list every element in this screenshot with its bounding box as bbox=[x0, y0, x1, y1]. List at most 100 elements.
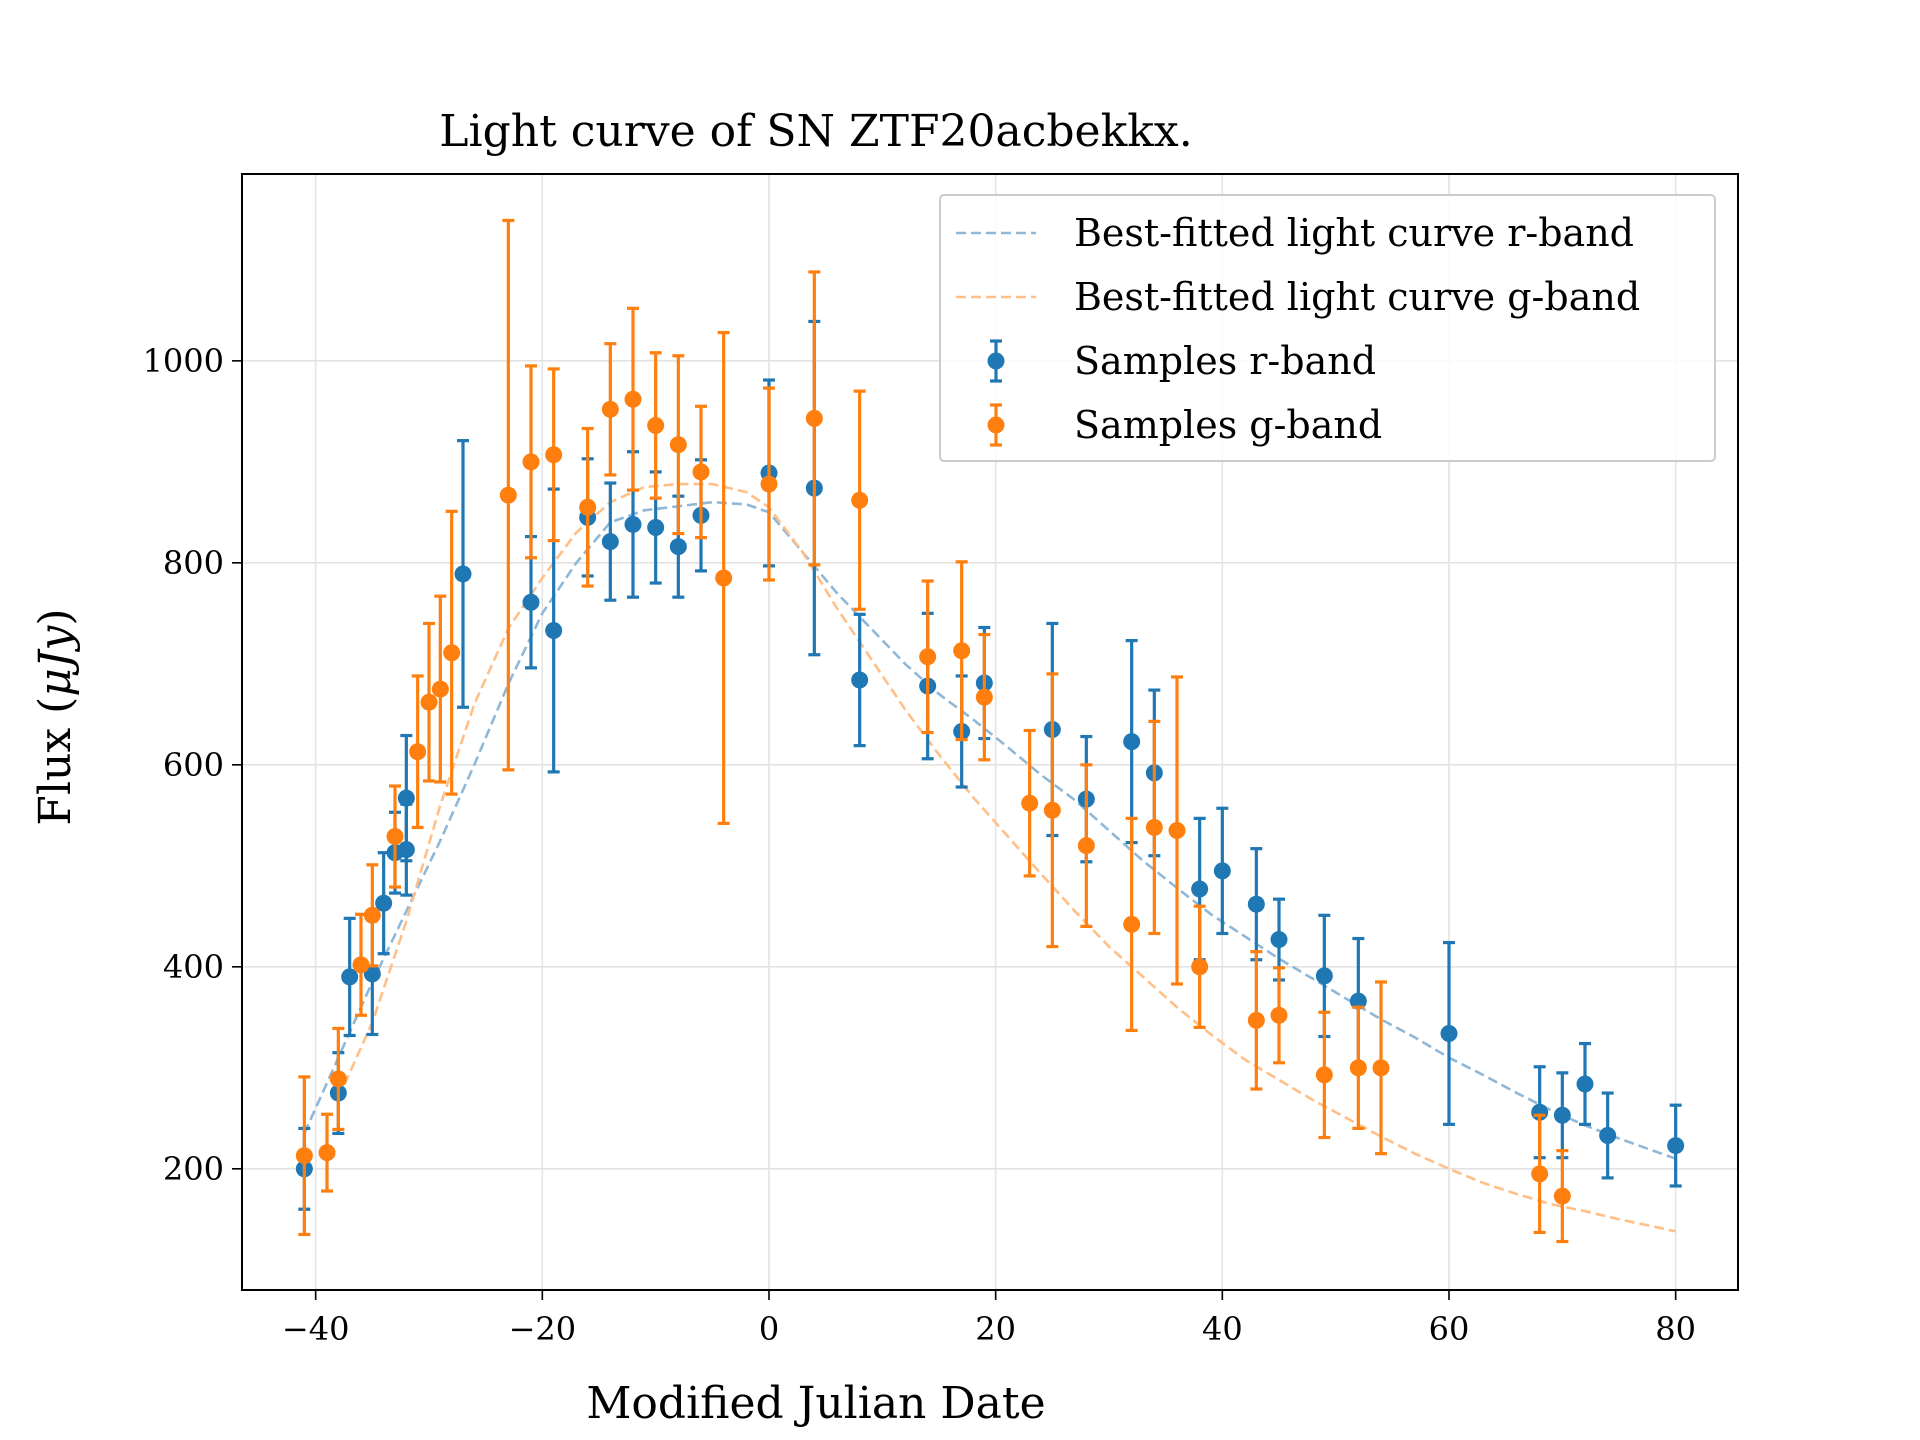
marker bbox=[499, 486, 517, 504]
x-tick-label: −20 bbox=[509, 1310, 577, 1348]
marker bbox=[1123, 733, 1141, 751]
x-tick-label: 20 bbox=[975, 1310, 1016, 1348]
x-tick-label: −40 bbox=[282, 1310, 350, 1348]
data-point bbox=[647, 351, 665, 500]
y-axis-label-unit: μJy bbox=[30, 624, 81, 696]
data-point bbox=[953, 560, 971, 742]
data-point bbox=[545, 367, 563, 543]
data-point bbox=[1531, 1113, 1549, 1235]
data-point bbox=[431, 594, 449, 784]
legend-marker bbox=[987, 416, 1005, 434]
marker bbox=[1213, 862, 1231, 880]
marker bbox=[1021, 794, 1039, 812]
marker bbox=[601, 400, 619, 418]
marker bbox=[443, 644, 461, 662]
data-point bbox=[1349, 1005, 1367, 1131]
y-tick-label: 600 bbox=[163, 746, 224, 784]
marker bbox=[1553, 1187, 1571, 1205]
y-axis-label-close: ) bbox=[30, 608, 81, 625]
legend-entry: Samples r-band bbox=[987, 339, 1376, 383]
marker bbox=[975, 688, 993, 706]
y-tick-label: 800 bbox=[163, 544, 224, 582]
y-axis-label-text: Flux ( bbox=[30, 697, 81, 826]
x-tick-label: 40 bbox=[1202, 1310, 1243, 1348]
data-point bbox=[692, 404, 710, 540]
marker bbox=[1667, 1137, 1685, 1155]
legend: Best-fitted light curve r-band Best-fitte… bbox=[939, 194, 1716, 462]
data-point bbox=[624, 306, 642, 492]
legend-label: Samples r-band bbox=[1074, 339, 1376, 383]
marker bbox=[1531, 1165, 1549, 1183]
marker bbox=[363, 906, 381, 924]
data-point bbox=[805, 270, 823, 567]
data-point bbox=[318, 1112, 336, 1193]
data-point bbox=[975, 632, 993, 762]
marker bbox=[805, 409, 823, 427]
legend-marker bbox=[987, 352, 1005, 370]
data-point bbox=[1599, 1091, 1617, 1180]
data-point bbox=[1440, 940, 1458, 1126]
marker bbox=[1191, 958, 1209, 976]
data-point bbox=[341, 916, 359, 1038]
x-tick-label: 0 bbox=[759, 1310, 779, 1348]
marker bbox=[1168, 821, 1186, 839]
data-point bbox=[420, 621, 438, 783]
fit-curve-r-band bbox=[303, 500, 1677, 1160]
data-point bbox=[919, 579, 937, 735]
data-point bbox=[1077, 763, 1095, 929]
marker bbox=[295, 1147, 313, 1165]
data-point bbox=[1247, 950, 1265, 1091]
fit-curve-g-band bbox=[337, 482, 1676, 1233]
data-point bbox=[1315, 1010, 1333, 1140]
series-g-band bbox=[295, 218, 1571, 1244]
fit-curves bbox=[303, 482, 1677, 1233]
data-point bbox=[851, 389, 869, 611]
chart-title: Light curve of SN ZTF20acbekkx. bbox=[439, 106, 1192, 157]
marker bbox=[1270, 1006, 1288, 1024]
data-point bbox=[363, 863, 381, 968]
marker bbox=[760, 475, 778, 493]
x-tick-label: 60 bbox=[1429, 1310, 1470, 1348]
data-point bbox=[1372, 980, 1390, 1156]
axis-ticks: −40 −20 0 20 40 60 80 200 400 600 800 1000 bbox=[143, 342, 1696, 1348]
data-point bbox=[295, 1075, 313, 1237]
legend-entry: Best-fitted light curve r-band bbox=[956, 211, 1634, 255]
data-point bbox=[454, 439, 472, 709]
marker bbox=[329, 1070, 347, 1088]
legend-label: Best-fitted light curve g-band bbox=[1074, 275, 1640, 319]
marker bbox=[1043, 801, 1061, 819]
x-tick-label: 80 bbox=[1655, 1310, 1696, 1348]
data-point bbox=[397, 802, 415, 897]
marker bbox=[363, 965, 381, 983]
data-point bbox=[386, 784, 404, 889]
marker bbox=[692, 463, 710, 481]
marker bbox=[1440, 1024, 1458, 1042]
marker bbox=[579, 498, 597, 516]
marker bbox=[545, 621, 563, 639]
y-tick-label: 1000 bbox=[143, 342, 224, 380]
marker bbox=[919, 648, 937, 666]
marker bbox=[624, 390, 642, 408]
data-point bbox=[1123, 816, 1141, 1033]
data-point bbox=[1191, 904, 1209, 1030]
data-point bbox=[601, 481, 619, 602]
marker bbox=[375, 894, 393, 912]
legend-box bbox=[939, 194, 1716, 462]
marker bbox=[1599, 1126, 1617, 1144]
marker bbox=[522, 593, 540, 611]
marker bbox=[624, 515, 642, 533]
data-point bbox=[715, 330, 733, 826]
marker bbox=[1191, 880, 1209, 898]
marker bbox=[669, 538, 687, 556]
marker bbox=[1315, 967, 1333, 985]
data-point bbox=[522, 364, 540, 560]
marker bbox=[318, 1144, 336, 1162]
marker bbox=[522, 453, 540, 471]
data-point bbox=[1213, 806, 1231, 936]
marker bbox=[352, 956, 370, 974]
data-point bbox=[760, 386, 778, 582]
marker bbox=[1077, 837, 1095, 855]
data-point bbox=[1553, 1149, 1571, 1244]
marker bbox=[545, 446, 563, 464]
